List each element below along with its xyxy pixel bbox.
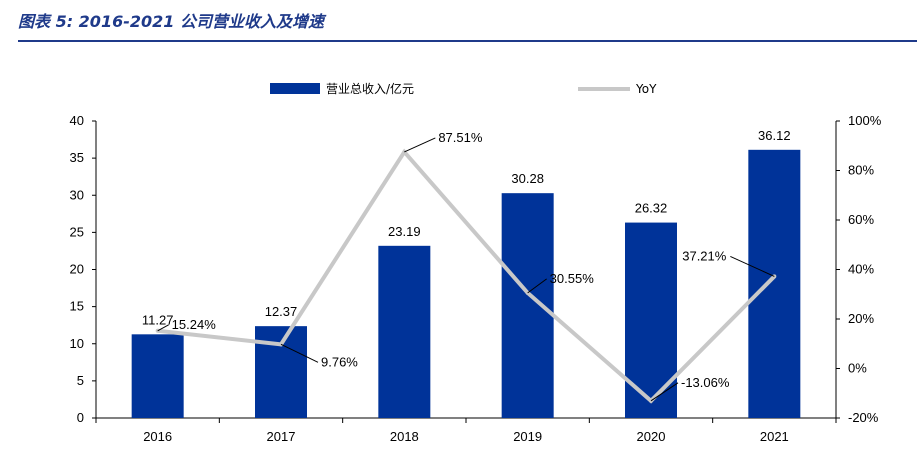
y-left-tick-label: 20 — [70, 262, 84, 277]
data-labels: 11.27 12.37 23.19 30.28 26.32 36.12 15.24% 9.76… — [142, 128, 791, 402]
yoy-line — [157, 148, 776, 404]
y-left-tick-label: 25 — [70, 224, 84, 239]
yoy-leader-line — [730, 255, 775, 277]
y-right-tick-label: -20% — [848, 410, 879, 425]
legend-bar-swatch — [270, 83, 320, 94]
bar-value-label: 12.37 — [265, 304, 298, 319]
y-right-tick-label: 100% — [848, 113, 882, 128]
bar-2018 — [378, 245, 431, 418]
y-left-tick-label: 5 — [77, 373, 84, 388]
y-right-tick-label: 20% — [848, 311, 874, 326]
yoy-value-label: -13.06% — [681, 375, 730, 390]
yoy-leader-line — [280, 343, 319, 363]
bar-2021 — [748, 149, 801, 418]
yoy-leader-line — [157, 324, 169, 332]
line-series — [155, 148, 777, 404]
y-right-tick-label: 40% — [848, 262, 874, 277]
yoy-value-label: 15.24% — [172, 317, 217, 332]
title-divider — [18, 40, 917, 42]
x-tick-label: 2019 — [513, 429, 542, 444]
bar-value-label: 23.19 — [388, 224, 421, 239]
y-left-tick-label: 10 — [70, 336, 84, 351]
bar-2019 — [501, 193, 554, 418]
y-right-tick-label: 60% — [848, 212, 874, 227]
chart-axes: 0 5 10 15 20 25 30 35 40 -20% 0% 20% 40% 60% 80% 100% 20… — [70, 113, 882, 444]
y-left-tick-label: 40 — [70, 113, 84, 128]
x-tick-label: 2021 — [760, 429, 789, 444]
yoy-value-label: 87.51% — [438, 130, 483, 145]
bar-value-label: 36.12 — [758, 128, 791, 143]
legend-line-label: YoY — [635, 82, 657, 96]
x-tick-label: 2018 — [390, 429, 419, 444]
y-left-tick-label: 0 — [77, 410, 84, 425]
bar-value-label: 26.32 — [635, 201, 668, 216]
x-tick-label: 2020 — [637, 429, 666, 444]
x-tick-label: 2017 — [267, 429, 296, 444]
y-right-tick-label: 80% — [848, 163, 874, 178]
bar-2017 — [255, 326, 307, 418]
yoy-value-label: 37.21% — [682, 248, 727, 263]
bar-2016 — [131, 334, 184, 418]
yoy-value-label: 30.55% — [550, 271, 595, 286]
figure-title: 图表 5: 2016-2021 公司营业收入及增速 — [18, 12, 324, 31]
chart-legend: 营业总收入/亿元 YoY — [270, 81, 657, 96]
yoy-leader-line — [527, 278, 547, 294]
y-left-tick-label: 15 — [70, 299, 84, 314]
bar-value-label: 30.28 — [511, 171, 544, 186]
y-left-tick-label: 30 — [70, 187, 84, 202]
y-left-tick-label: 35 — [70, 150, 84, 165]
x-tick-label: 2016 — [143, 429, 172, 444]
legend-bar-label: 营业总收入/亿元 — [326, 81, 414, 96]
y-right-tick-label: 0% — [848, 361, 867, 376]
yoy-leader-line — [650, 382, 679, 402]
bar-value-label: 11.27 — [142, 312, 174, 327]
yoy-leader-line — [404, 137, 436, 153]
yoy-value-label: 9.76% — [321, 354, 358, 369]
